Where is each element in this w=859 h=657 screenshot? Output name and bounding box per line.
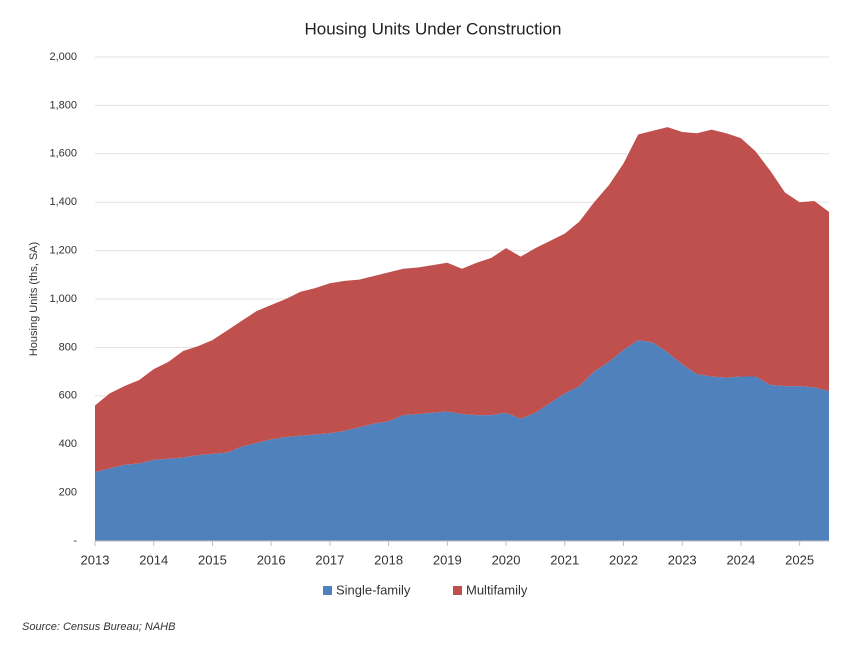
x-tick-label: 2015 — [198, 552, 227, 567]
y-tick-label: 1,400 — [49, 196, 77, 208]
y-axis-label: Housing Units (ths, SA) — [28, 242, 40, 356]
y-tick-label: 1,600 — [49, 148, 77, 160]
y-tick-label: 800 — [59, 341, 77, 353]
x-tick-label: 2014 — [139, 552, 168, 567]
y-tick-label: 2,000 — [49, 51, 77, 63]
chart-title: Housing Units Under Construction — [304, 19, 561, 38]
x-tick-label: 2024 — [726, 552, 755, 567]
legend-swatch — [453, 586, 462, 595]
y-tick-label: 400 — [59, 438, 77, 450]
x-tick-label: 2018 — [374, 552, 403, 567]
y-tick-label: 1,000 — [49, 293, 77, 305]
area — [95, 127, 829, 473]
source-note: Source: Census Bureau; NAHB — [22, 621, 175, 633]
x-tick-label: 2019 — [433, 552, 462, 567]
x-tick-label: 2023 — [668, 552, 697, 567]
x-tick-label: 2025 — [785, 552, 814, 567]
legend-swatch — [323, 586, 332, 595]
x-tick-label: 2020 — [492, 552, 521, 567]
x-tick-label: 2013 — [81, 552, 110, 567]
y-tick-label: 1,200 — [49, 245, 77, 257]
x-tick-label: 2021 — [550, 552, 579, 567]
x-tick-label: 2022 — [609, 552, 638, 567]
y-tick-label: 600 — [59, 390, 77, 402]
area — [95, 340, 829, 541]
x-tick-label: 2016 — [257, 552, 286, 567]
legend-label: Multifamily — [466, 582, 528, 597]
y-tick-label: 1,800 — [49, 99, 77, 111]
y-tick-label: - — [73, 535, 77, 547]
legend-label: Single-family — [336, 582, 411, 597]
x-tick-label: 2017 — [315, 552, 344, 567]
y-tick-label: 200 — [59, 487, 77, 499]
